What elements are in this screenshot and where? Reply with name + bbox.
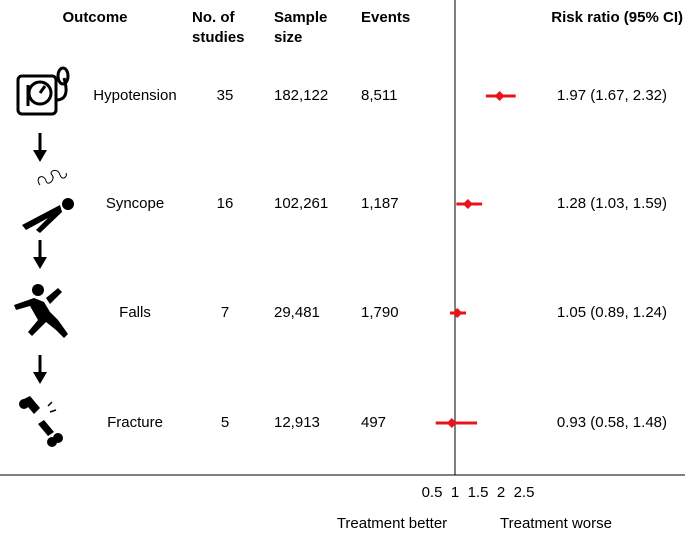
icon-blood-pressure xyxy=(16,66,70,116)
header: Events xyxy=(361,9,410,26)
header: Outcome xyxy=(62,9,127,26)
x-tick-label: 1 xyxy=(451,484,459,501)
events: 8,511 xyxy=(361,87,397,104)
events: 497 xyxy=(361,414,386,431)
estimate xyxy=(494,91,505,101)
events: 1,187 xyxy=(361,195,399,212)
icon-fracture xyxy=(19,396,63,447)
header: size xyxy=(274,29,302,46)
header: studies xyxy=(192,29,245,46)
direction-label: Treatment better xyxy=(337,515,447,532)
studies: 16 xyxy=(217,195,234,212)
value-label: 1.28 (1.03, 1.59) xyxy=(557,195,667,212)
studies: 7 xyxy=(221,304,229,321)
x-tick-label: 2.5 xyxy=(514,484,535,501)
sample-size: 29,481 xyxy=(274,304,320,321)
outcome-label: Syncope xyxy=(106,195,164,212)
x-tick-label: 0.5 xyxy=(422,484,443,501)
x-tick-label: 1.5 xyxy=(468,484,489,501)
studies: 35 xyxy=(217,87,234,104)
outcome-label: Falls xyxy=(119,304,151,321)
sample-size: 102,261 xyxy=(274,195,328,212)
estimate xyxy=(452,308,463,318)
sample-size: 182,122 xyxy=(274,87,328,104)
icon-arrow xyxy=(33,133,47,384)
value-label: 0.93 (0.58, 1.48) xyxy=(557,414,667,431)
icon-falls xyxy=(14,284,68,338)
outcome-label: Fracture xyxy=(107,414,163,431)
x-tick-label: 2 xyxy=(497,484,505,501)
direction-label: Treatment worse xyxy=(500,515,612,532)
outcome-label: Hypotension xyxy=(93,87,176,104)
estimate xyxy=(446,418,457,428)
header: Sample xyxy=(274,9,327,26)
icon-syncope xyxy=(22,169,74,233)
value-label: 1.05 (0.89, 1.24) xyxy=(557,304,667,321)
value-label: 1.97 (1.67, 2.32) xyxy=(557,87,667,104)
sample-size: 12,913 xyxy=(274,414,320,431)
estimate xyxy=(462,199,473,209)
studies: 5 xyxy=(221,414,229,431)
events: 1,790 xyxy=(361,304,399,321)
header: No. of xyxy=(192,9,235,26)
header: Risk ratio (95% CI) xyxy=(551,9,683,26)
